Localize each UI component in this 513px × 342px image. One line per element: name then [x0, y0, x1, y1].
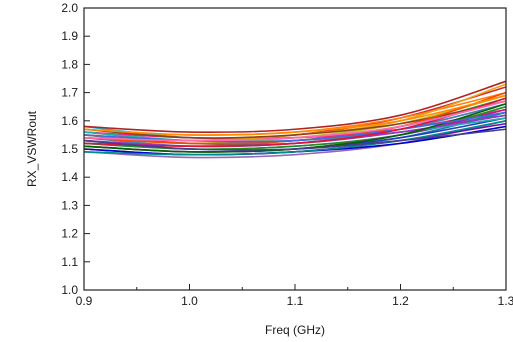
series-line-29 — [83, 128, 507, 151]
y-tick-label: 2.0 — [61, 1, 78, 15]
x-tick-label: 0.9 — [76, 294, 93, 308]
series-line-30 — [83, 100, 507, 142]
series-line-28 — [83, 94, 507, 136]
x-tick-label: 1.1 — [287, 294, 304, 308]
series-line-26 — [83, 97, 507, 147]
y-tick-label: 1.2 — [61, 227, 78, 241]
y-tick-label: 1.4 — [61, 170, 78, 184]
y-tick-label: 1.8 — [61, 57, 78, 71]
y-tick-label: 1.7 — [61, 86, 78, 100]
x-tick-label: 1.2 — [392, 294, 409, 308]
y-tick-label: 1.9 — [61, 29, 78, 43]
y-tick-label: 1.0 — [61, 283, 78, 297]
y-tick-label: 1.3 — [61, 198, 78, 212]
series-line-27 — [83, 120, 507, 156]
x-axis-title: Freq (GHz) — [265, 323, 325, 337]
y-axis-title: RX_VSWRout — [25, 110, 39, 187]
x-tick-label: 1.0 — [181, 294, 198, 308]
y-tick-label: 1.5 — [61, 142, 78, 156]
series-layer — [83, 80, 507, 159]
y-tick-label: 1.1 — [61, 255, 78, 269]
series-line-15 — [83, 80, 507, 134]
y-tick-label: 1.6 — [61, 114, 78, 128]
x-axis-ticks: 0.9 1.0 1.1 1.2 1.3 — [76, 284, 513, 308]
y-axis-ticks: 1.0 1.1 1.2 1.3 1.4 1.5 1.6 1.7 1.8 1.9 2.0 — [61, 1, 90, 297]
x-tick-label: 1.3 — [498, 294, 513, 308]
series-line-25 — [83, 111, 507, 143]
